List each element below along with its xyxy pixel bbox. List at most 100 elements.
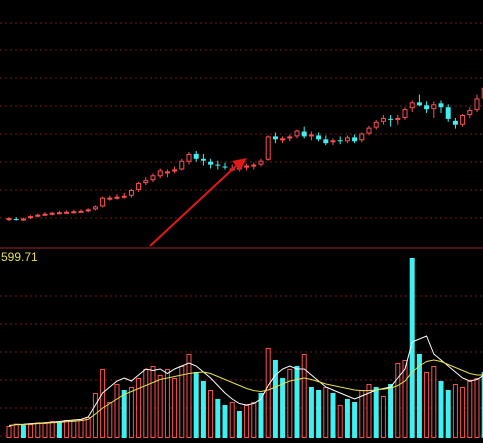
volume-bar bbox=[352, 401, 358, 438]
candle-body bbox=[251, 164, 257, 167]
volume-bar bbox=[380, 395, 386, 438]
candle-body bbox=[258, 160, 264, 165]
volume-bar bbox=[287, 368, 293, 439]
volume-bar bbox=[474, 377, 480, 438]
volume-bar bbox=[143, 368, 149, 439]
candle-body bbox=[431, 104, 437, 110]
candle-body bbox=[287, 136, 293, 139]
candle-body bbox=[28, 216, 34, 219]
candle-body bbox=[474, 98, 480, 111]
volume-bar bbox=[42, 422, 48, 438]
candle-body bbox=[100, 197, 106, 207]
volume-bar bbox=[388, 383, 394, 438]
candle-body bbox=[42, 213, 48, 216]
candle-body bbox=[6, 218, 12, 221]
candle-body bbox=[244, 165, 250, 168]
volume-bar bbox=[222, 404, 228, 438]
volume-bar bbox=[179, 365, 185, 438]
volume-bar bbox=[78, 419, 84, 438]
candle-body bbox=[359, 133, 365, 141]
candle-body bbox=[388, 118, 394, 120]
volume-bar bbox=[452, 383, 458, 438]
candle-body bbox=[13, 219, 19, 221]
candle-body bbox=[460, 115, 466, 125]
candle-body bbox=[64, 211, 70, 214]
candle-body bbox=[366, 127, 372, 134]
volume-bar bbox=[308, 386, 314, 438]
candle-body bbox=[301, 131, 307, 137]
volume-bar bbox=[164, 368, 170, 439]
candle-body bbox=[121, 195, 127, 198]
candle-body bbox=[150, 175, 156, 181]
volume-bar bbox=[438, 380, 444, 438]
candle-body bbox=[172, 169, 178, 172]
candle-body bbox=[128, 189, 134, 196]
candle-body bbox=[92, 206, 98, 210]
volume-bar bbox=[344, 398, 350, 438]
candle-body bbox=[85, 209, 91, 212]
volume-bar bbox=[64, 419, 70, 439]
candle-body bbox=[445, 107, 451, 119]
volume-bar bbox=[100, 368, 106, 439]
volume-bar bbox=[121, 389, 127, 438]
volume-bar bbox=[13, 423, 19, 439]
volume-bar bbox=[150, 365, 156, 438]
candle-body bbox=[56, 212, 62, 215]
volume-ma-slow-line bbox=[8, 359, 483, 426]
candle-body bbox=[222, 166, 228, 168]
candle-body bbox=[71, 211, 77, 214]
candle-body bbox=[308, 134, 314, 137]
volume-bar bbox=[431, 365, 437, 438]
volume-bar bbox=[71, 420, 77, 438]
candle-body bbox=[114, 196, 120, 199]
annotation-arrow bbox=[149, 158, 247, 247]
volume-bar bbox=[229, 401, 235, 439]
volume-bar bbox=[28, 424, 34, 439]
candle-body bbox=[316, 135, 322, 140]
volume-bar bbox=[467, 380, 473, 439]
volume-bar bbox=[366, 383, 372, 438]
volume-bar bbox=[409, 258, 415, 438]
candle-body bbox=[265, 136, 271, 160]
volume-bar bbox=[35, 422, 41, 438]
candle-body bbox=[78, 210, 84, 213]
volume-bar bbox=[272, 359, 278, 438]
volume-moving-averages bbox=[8, 335, 483, 427]
candle-body bbox=[337, 140, 343, 142]
volume-bar bbox=[215, 398, 221, 438]
volume-bar bbox=[280, 377, 286, 438]
volume-bar bbox=[294, 365, 300, 438]
volume-bar bbox=[128, 386, 134, 439]
candle-body bbox=[186, 153, 192, 162]
candle-body bbox=[136, 183, 142, 190]
volume-bar bbox=[251, 401, 257, 439]
candle-body bbox=[280, 138, 286, 141]
volume-bar bbox=[460, 386, 466, 439]
volume-bar bbox=[359, 389, 365, 438]
volume-bar bbox=[258, 392, 264, 438]
candle-body bbox=[467, 110, 473, 115]
volume-bar bbox=[373, 386, 379, 438]
candle-body bbox=[409, 102, 415, 109]
volume-bar bbox=[330, 392, 336, 438]
candle-body bbox=[157, 170, 163, 177]
volume-bar bbox=[186, 353, 192, 438]
candle-body bbox=[352, 137, 358, 142]
candle-body bbox=[373, 121, 379, 128]
candle-body bbox=[344, 137, 350, 142]
volume-bar bbox=[424, 371, 430, 438]
volume-bar bbox=[395, 362, 401, 439]
volume-bar bbox=[445, 389, 451, 438]
volume-bar bbox=[114, 383, 120, 438]
candle-body bbox=[215, 164, 221, 166]
volume-bar bbox=[402, 359, 408, 438]
price-candles bbox=[6, 87, 483, 222]
volume-max-label: 599.71 bbox=[1, 250, 38, 264]
volume-bar bbox=[200, 380, 206, 438]
volume-bar bbox=[107, 401, 113, 439]
candle-body bbox=[323, 139, 329, 144]
volume-bar bbox=[244, 404, 250, 438]
volume-bar bbox=[301, 353, 307, 438]
volume-bars bbox=[6, 258, 483, 439]
